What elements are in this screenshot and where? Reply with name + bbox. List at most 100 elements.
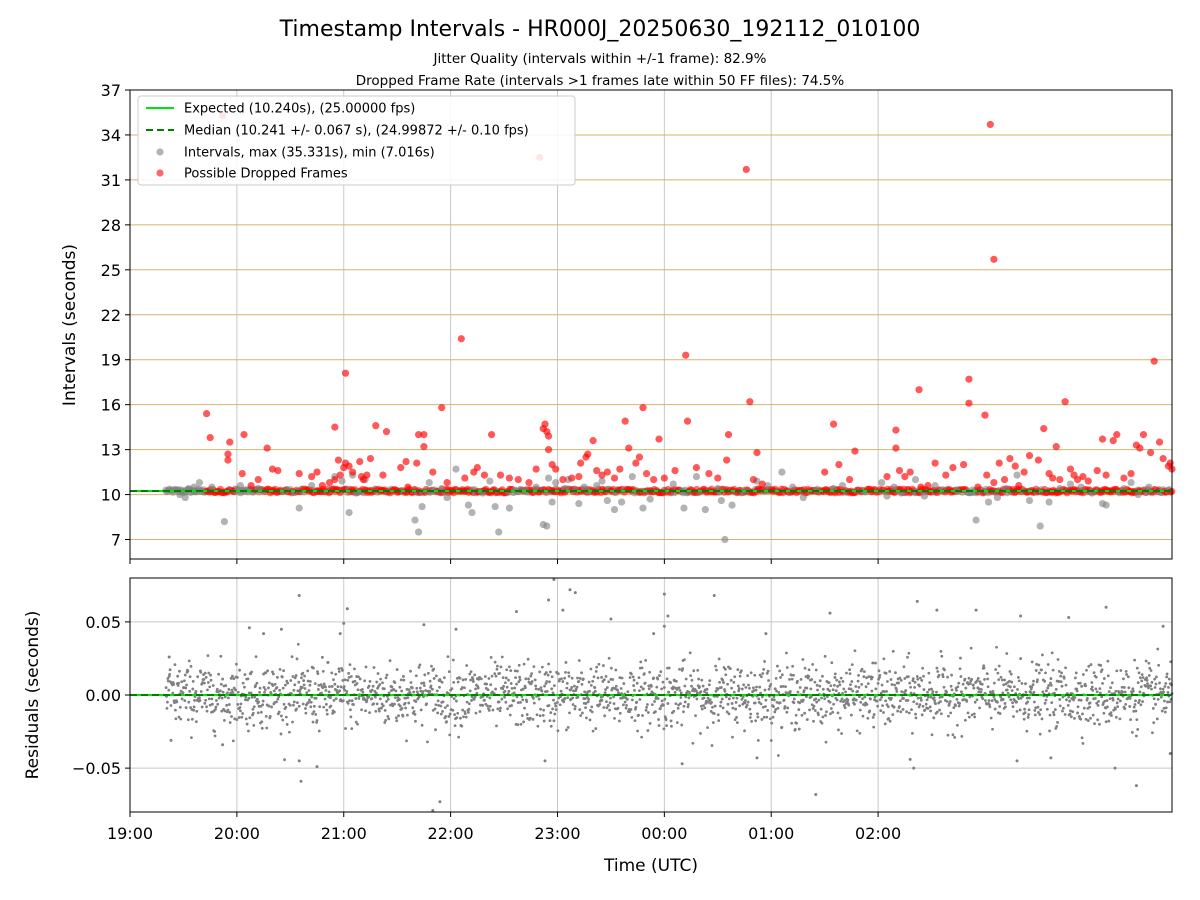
residual-point: [735, 715, 738, 719]
residual-point: [342, 685, 346, 688]
residual-point: [964, 686, 968, 690]
residual-point: [1139, 703, 1143, 707]
residual-point: [325, 712, 329, 716]
residual-point: [308, 679, 312, 683]
residual-point: [227, 687, 231, 691]
residual-point: [216, 702, 220, 706]
residual-point: [441, 700, 445, 704]
residual-point: [746, 674, 750, 678]
dropped-frame-91: [749, 475, 758, 484]
residual-point: [370, 688, 374, 692]
residual-point: [625, 697, 629, 701]
dropped-frame-83: [683, 417, 692, 425]
residual-point: [1075, 689, 1079, 693]
residual-point: [1034, 669, 1038, 672]
residual-point: [516, 669, 519, 673]
dropped-frame-24: [356, 458, 364, 466]
residual-point: [868, 709, 872, 713]
residual-point: [922, 688, 926, 691]
residual-point: [277, 710, 281, 714]
residual-point: [398, 698, 401, 701]
residual-point: [650, 684, 653, 688]
residual-point: [558, 703, 562, 707]
interval-outlier-6: [220, 517, 229, 526]
residual-point: [273, 682, 277, 686]
residual-point: [519, 700, 522, 704]
residual-point: [1024, 682, 1027, 686]
residual-point: [919, 676, 922, 680]
residual-point: [507, 689, 511, 693]
residual-point: [301, 702, 305, 706]
residual-point: [1162, 690, 1165, 694]
residual-point: [385, 673, 389, 677]
residual-point: [1159, 687, 1162, 691]
residual-point: [324, 688, 328, 692]
residual-point: [178, 669, 181, 673]
residual-point: [245, 722, 249, 726]
residual-point: [209, 678, 213, 682]
residual-point: [875, 699, 879, 703]
residual-point: [960, 734, 964, 738]
residual-point: [415, 690, 419, 694]
residual-point: [865, 703, 869, 706]
residual-point: [317, 683, 321, 687]
residual-point: [657, 724, 661, 727]
residual-point: [187, 700, 191, 704]
dropped-frame-133: [1061, 398, 1069, 406]
interval-outlier-60: [728, 501, 736, 509]
residual-point: [858, 708, 862, 712]
residual-point: [744, 685, 748, 689]
residual-point: [714, 689, 718, 693]
residual-point: [296, 701, 299, 705]
interval-outlier-64: [778, 468, 786, 476]
residual-point: [784, 691, 788, 695]
residual-point: [267, 704, 271, 708]
residual-point: [200, 705, 204, 709]
residual-point: [166, 679, 170, 683]
residual-point: [635, 700, 639, 704]
residual-point: [367, 684, 371, 688]
residual-point: [532, 701, 536, 705]
dropped-frame-115: [981, 411, 989, 419]
residual-point: [638, 698, 642, 701]
residual-point: [343, 688, 347, 692]
residual-point: [357, 675, 360, 679]
dropped-frame-147: [1136, 444, 1144, 452]
residual-point: [543, 684, 546, 688]
residual-point: [704, 701, 708, 705]
legend-label-0: Expected (10.240s), (25.00000 fps): [184, 102, 415, 117]
residual-point: [1050, 701, 1054, 705]
residual-point: [962, 698, 966, 701]
residual-point: [1005, 688, 1009, 692]
residual-point: [849, 687, 853, 691]
dropped-frame-151: [1155, 438, 1164, 446]
residual-point: [754, 719, 758, 723]
residual-point: [585, 716, 588, 720]
residual-point: [850, 680, 854, 683]
dropped-frame-126: [1025, 452, 1034, 460]
residual-point: [1060, 671, 1063, 675]
residual-point: [807, 668, 811, 672]
residual-point: [601, 664, 605, 667]
residual-point: [736, 684, 740, 688]
interval-outlier-13: [338, 477, 346, 485]
residual-point: [173, 701, 176, 705]
residual-point: [518, 678, 522, 682]
residual-point: [451, 708, 455, 712]
residual-point: [1138, 698, 1141, 702]
residual-point: [703, 706, 707, 710]
dropped-frame-39: [438, 404, 446, 412]
residual-point: [1074, 671, 1078, 675]
residual-point: [1036, 678, 1039, 682]
residual-point: [899, 678, 903, 682]
residual-point: [977, 690, 981, 694]
residual-point: [1098, 722, 1101, 726]
residual-point: [603, 714, 607, 718]
dropped-frame-72: [621, 417, 629, 425]
residual-point: [443, 706, 447, 710]
residual-point: [1165, 675, 1169, 679]
residual-point: [765, 715, 769, 719]
residual-point: [680, 723, 684, 727]
residual-point: [284, 715, 288, 719]
residual-point: [474, 687, 477, 691]
